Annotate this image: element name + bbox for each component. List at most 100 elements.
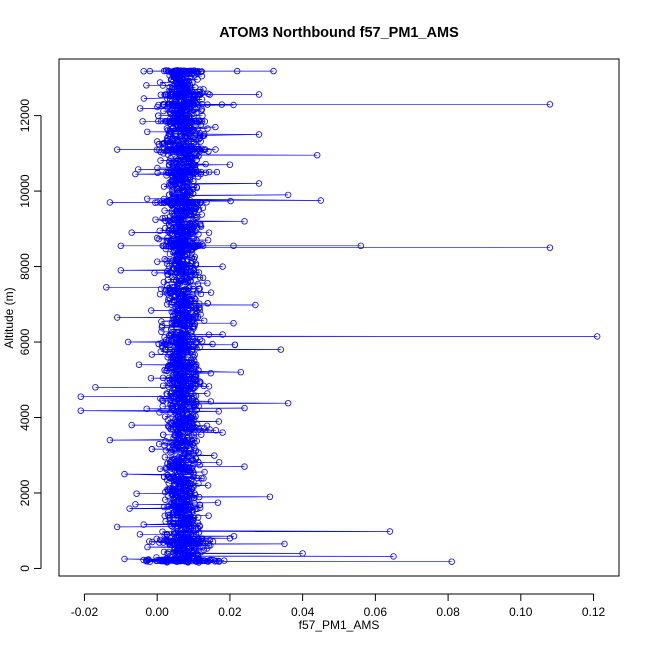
- x-tick-label: 0.06: [364, 605, 388, 619]
- data-point: [197, 431, 205, 438]
- data-point: [169, 354, 176, 361]
- data-point: [198, 72, 205, 80]
- data-point: [181, 540, 189, 547]
- data-point: [179, 101, 187, 108]
- data-point: [175, 91, 182, 99]
- data-point: [196, 274, 204, 281]
- data-point: [195, 230, 202, 238]
- data-point: [160, 473, 168, 480]
- data-point: [185, 396, 193, 403]
- data-point: [174, 280, 182, 287]
- data-point: [169, 485, 176, 492]
- data-point: [241, 463, 248, 470]
- data-point: [185, 316, 193, 323]
- data-point: [212, 123, 219, 131]
- plot-frame: [58, 58, 620, 577]
- data-point: [182, 242, 189, 249]
- data-point: [196, 134, 204, 141]
- data-point: [165, 423, 172, 430]
- data-point: [197, 290, 205, 298]
- data-point: [159, 396, 166, 404]
- data-point: [187, 329, 194, 336]
- data-point: [170, 347, 178, 354]
- data-point: [177, 517, 185, 525]
- data-point: [179, 334, 187, 342]
- data-point: [174, 427, 182, 434]
- x-tick-label: 0.10: [509, 605, 533, 619]
- data-point: [154, 164, 161, 172]
- data-point: [168, 75, 175, 83]
- y-tick-label: 8000: [18, 253, 32, 280]
- data-point: [176, 258, 183, 265]
- data-point: [180, 267, 188, 275]
- data-point: [201, 557, 208, 565]
- data-point: [281, 540, 288, 548]
- data-point: [178, 477, 185, 484]
- data-point: [173, 302, 181, 309]
- data-point: [190, 161, 197, 168]
- data-point: [192, 455, 200, 462]
- data-point: [186, 284, 193, 291]
- data-point: [213, 168, 221, 176]
- y-tick-label: 6000: [18, 328, 32, 355]
- data-point: [180, 230, 188, 237]
- data-point: [190, 431, 198, 439]
- data-point: [128, 421, 135, 429]
- data-point: [165, 383, 172, 390]
- data-point: [164, 416, 172, 424]
- data-point: [178, 222, 185, 230]
- series-points: [77, 67, 601, 566]
- y-tick-label: 2000: [18, 479, 32, 506]
- data-point: [205, 148, 212, 155]
- data-point: [189, 323, 197, 330]
- data-point: [103, 284, 110, 291]
- data-point: [188, 138, 195, 146]
- data-point: [204, 236, 212, 244]
- data-point: [161, 207, 168, 214]
- data-point: [180, 156, 187, 163]
- data-point: [180, 406, 188, 413]
- data-point: [170, 146, 177, 153]
- data-point: [200, 86, 207, 93]
- data-point: [177, 522, 185, 529]
- data-point: [230, 242, 237, 249]
- data-point: [197, 138, 204, 145]
- data-point: [156, 291, 164, 298]
- data-point: [195, 529, 203, 536]
- data-point: [203, 199, 210, 206]
- data-point: [179, 433, 186, 440]
- data-point: [205, 512, 212, 519]
- data-point: [176, 117, 183, 124]
- data-point: [195, 118, 202, 125]
- data-point: [195, 367, 202, 374]
- data-point: [386, 528, 394, 535]
- data-point: [206, 557, 213, 564]
- data-point: [155, 146, 163, 154]
- data-point: [195, 90, 203, 98]
- data-point: [164, 271, 172, 278]
- data-point: [167, 350, 174, 357]
- data-point: [187, 189, 194, 196]
- data-point: [184, 548, 191, 555]
- data-point: [255, 180, 263, 187]
- data-point: [187, 208, 195, 215]
- data-point: [128, 229, 135, 236]
- data-point: [197, 199, 204, 206]
- data-point: [196, 129, 203, 137]
- data-point: [168, 389, 176, 397]
- data-point: [155, 235, 162, 243]
- data-point: [255, 131, 263, 138]
- data-point: [192, 413, 199, 420]
- data-point: [164, 118, 171, 125]
- data-point: [164, 100, 172, 108]
- data-point: [182, 211, 189, 218]
- data-point: [169, 312, 177, 319]
- data-point: [172, 358, 179, 366]
- data-point: [209, 340, 216, 348]
- data-point: [139, 118, 146, 125]
- data-point: [192, 447, 200, 454]
- data-point: [157, 157, 164, 164]
- data-point: [214, 499, 222, 506]
- data-point: [202, 169, 209, 176]
- data-point: [157, 348, 164, 355]
